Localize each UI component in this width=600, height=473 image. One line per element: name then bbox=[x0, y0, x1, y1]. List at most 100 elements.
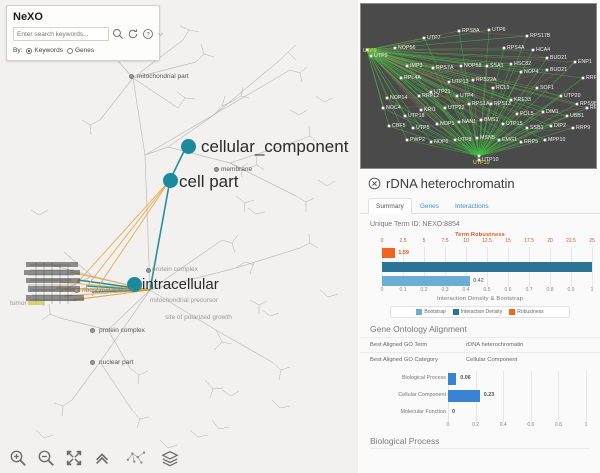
gene-label[interactable]: UTP7 bbox=[427, 35, 441, 41]
gene-label[interactable]: UTP4 bbox=[460, 93, 474, 99]
gene-label[interactable]: UTP18 bbox=[408, 113, 425, 119]
gene-label[interactable]: RPS4A bbox=[507, 45, 525, 51]
gene-label[interactable]: NOP4 bbox=[524, 69, 539, 75]
gene-label[interactable]: UTP10 bbox=[482, 157, 499, 163]
detail-tabs[interactable]: Summary Genes Interactions bbox=[360, 197, 600, 214]
gene-label[interactable]: HSC82 bbox=[514, 61, 532, 67]
gene-label[interactable]: MPP10 bbox=[548, 137, 566, 143]
gene-label[interactable]: RPS8A bbox=[462, 28, 480, 34]
gene-label[interactable]: RRP45 bbox=[586, 75, 597, 81]
node-dot-membrane[interactable] bbox=[214, 167, 219, 172]
gene-label[interactable]: MSN5 bbox=[480, 135, 495, 141]
close-circle-icon[interactable] bbox=[368, 177, 381, 190]
radio-genes[interactable]: Genes bbox=[66, 47, 94, 54]
gene-label[interactable]: DIM1 bbox=[546, 109, 559, 115]
gene-label[interactable]: KRI1 bbox=[424, 107, 436, 113]
network-icon[interactable] bbox=[121, 449, 151, 467]
radio-genes-dot[interactable] bbox=[66, 47, 73, 54]
gene-label-hub-left[interactable]: UTP9 bbox=[363, 48, 377, 54]
gene-label[interactable]: UTP8 bbox=[458, 137, 472, 143]
gene-label[interactable]: NOP14 bbox=[390, 95, 408, 101]
node-dot-nuclear-part[interactable] bbox=[90, 360, 95, 365]
gene-label[interactable]: RPL4A bbox=[404, 75, 421, 81]
gene-label[interactable]: UTP21 bbox=[434, 89, 451, 95]
gene-label[interactable]: NOP58 bbox=[464, 63, 482, 69]
gene-network-panel[interactable]: UTP9 NOP56 UTP7 RPS8A UTP6 RPS17B RPS4A HCA4 BUD… bbox=[360, 3, 597, 169]
layers-icon[interactable] bbox=[161, 449, 179, 467]
node-dot-protein-complex[interactable] bbox=[90, 328, 95, 333]
gene-network-svg bbox=[365, 28, 589, 162]
gene-label[interactable]: UTP5 bbox=[416, 125, 430, 131]
tab-summary[interactable]: Summary bbox=[368, 198, 412, 214]
graph-canvas[interactable]: cellular_component cell part intracellul… bbox=[0, 0, 358, 473]
gene-label[interactable]: RPS22A bbox=[476, 77, 497, 83]
gene-label[interactable]: RRP12 bbox=[422, 93, 440, 99]
gene-label[interactable]: NOC4 bbox=[386, 105, 401, 111]
gene-label[interactable]: RPS1A bbox=[472, 101, 490, 107]
gridline bbox=[503, 388, 505, 405]
gene-label[interactable]: UTP20 bbox=[564, 93, 581, 99]
chevron-down-icon[interactable] bbox=[157, 28, 164, 40]
gene-label[interactable]: CBF5 bbox=[392, 123, 406, 129]
gene-label[interactable]: SSA1 bbox=[490, 63, 504, 69]
gene-label[interactable]: HCA4 bbox=[536, 47, 551, 53]
gene-label[interactable]: BMS1 bbox=[484, 117, 499, 123]
gene-label[interactable]: SOF1 bbox=[540, 85, 554, 91]
search-icon[interactable] bbox=[112, 28, 124, 40]
gene-label[interactable]: SSB1 bbox=[530, 125, 544, 131]
gene-label[interactable]: BUD21 bbox=[550, 55, 568, 61]
gene-label[interactable]: UTP9 bbox=[374, 53, 388, 59]
gene-label[interactable]: UBB1 bbox=[570, 113, 584, 119]
gene-label[interactable]: IMP3 bbox=[410, 63, 423, 69]
gene-label[interactable]: UTP15 bbox=[506, 121, 523, 127]
gene-label[interactable]: UTP13 bbox=[452, 79, 469, 85]
gene-label[interactable]: RRP5 bbox=[524, 139, 539, 145]
node-dot-mitochondrial-part[interactable] bbox=[129, 74, 134, 79]
node-dot-protein-complex-2[interactable] bbox=[146, 268, 151, 273]
gene-label[interactable]: RPS6 bbox=[590, 105, 597, 111]
search-input[interactable] bbox=[13, 27, 109, 41]
graph-toolbar[interactable] bbox=[0, 443, 358, 473]
gene-label[interactable]: NOP6 bbox=[434, 139, 449, 145]
node-dot-intracellular[interactable] bbox=[127, 277, 142, 292]
gene-label[interactable]: UTP6 bbox=[492, 27, 506, 33]
collapse-up-icon[interactable] bbox=[93, 449, 111, 467]
node-dot-ribosomal-subunit[interactable] bbox=[74, 288, 79, 293]
gene-label[interactable]: RPS13 bbox=[494, 101, 511, 107]
gene-label[interactable]: KRE33 bbox=[514, 97, 531, 103]
gene-label-hub-bottom[interactable]: UTP10 bbox=[473, 160, 490, 166]
tab-genes[interactable]: Genes bbox=[419, 203, 439, 210]
zoom-in-icon[interactable] bbox=[9, 449, 27, 467]
search-by-row[interactable]: By: Keywords Genes bbox=[13, 47, 153, 54]
fit-to-screen-icon[interactable] bbox=[65, 449, 83, 467]
radio-keywords-dot[interactable] bbox=[26, 47, 33, 54]
gene-label[interactable]: NAN1 bbox=[462, 119, 477, 125]
node-dot-cellular-component[interactable] bbox=[181, 139, 196, 154]
gene-label[interactable]: RPS17B bbox=[530, 33, 551, 39]
radio-keywords[interactable]: Keywords bbox=[26, 47, 63, 54]
gene-label[interactable]: PWP2 bbox=[410, 137, 426, 143]
zoom-out-icon[interactable] bbox=[37, 449, 55, 467]
gene-label[interactable]: ENP1 bbox=[578, 59, 592, 65]
help-icon[interactable]: ? bbox=[142, 28, 154, 40]
gene-label[interactable]: RPS9B bbox=[580, 101, 597, 107]
gene-label[interactable]: DIP2 bbox=[554, 123, 566, 129]
gene-label[interactable]: UTP22 bbox=[448, 105, 465, 111]
tree-graph-svg bbox=[24, 19, 339, 449]
gene-label[interactable]: EMG1 bbox=[502, 137, 518, 143]
node-label-site-polarized-growth: site of polarized growth bbox=[165, 314, 232, 321]
gene-label[interactable]: RPS7A bbox=[436, 65, 454, 71]
gene-label[interactable]: NOP1 bbox=[440, 121, 455, 127]
gene-label[interactable]: BUD21 bbox=[550, 67, 568, 73]
gene-label[interactable]: RCL1 bbox=[496, 85, 510, 91]
node-dot-cell-part[interactable] bbox=[163, 173, 178, 188]
gene-label[interactable]: POL5 bbox=[520, 111, 534, 117]
term-detail-panel[interactable]: rDNA heterochromatin Summary Genes Inter… bbox=[360, 170, 600, 473]
search-row[interactable]: ? bbox=[13, 27, 163, 41]
tab-interactions[interactable]: Interactions bbox=[454, 203, 489, 210]
top-tick: 20 bbox=[547, 238, 553, 244]
refresh-icon[interactable] bbox=[127, 28, 139, 40]
gene-label[interactable]: RRP9 bbox=[576, 125, 591, 131]
search-panel[interactable]: NeXO ? By: Keywords bbox=[6, 5, 163, 61]
gene-label[interactable]: NOP56 bbox=[398, 45, 416, 51]
